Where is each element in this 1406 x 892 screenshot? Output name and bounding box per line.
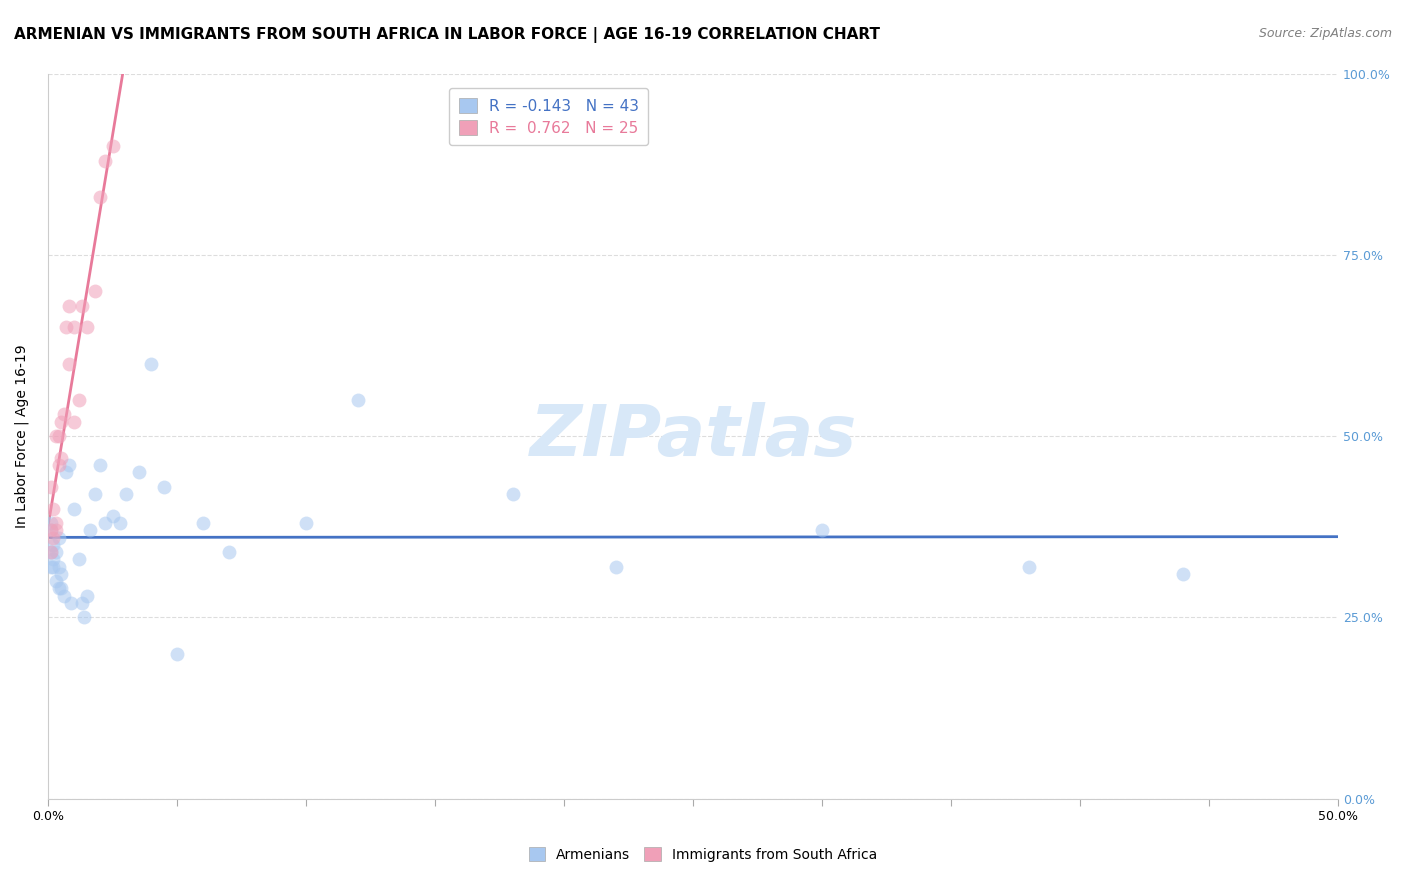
Point	[67, 552, 90, 566]
Point	[63, 501, 86, 516]
Point	[79, 524, 101, 538]
Point	[42, 538, 65, 552]
Point	[70, 299, 93, 313]
Legend: Armenians, Immigrants from South Africa: Armenians, Immigrants from South Africa	[523, 841, 883, 867]
Point	[39, 524, 62, 538]
Point	[45, 524, 67, 538]
Point	[42, 559, 65, 574]
Point	[63, 320, 86, 334]
Point	[45, 545, 67, 559]
Point	[89, 190, 111, 204]
Point	[295, 516, 318, 530]
Point	[48, 429, 70, 443]
Point	[70, 596, 93, 610]
Point	[76, 320, 98, 334]
Point	[58, 299, 80, 313]
Text: ZIPatlas: ZIPatlas	[530, 401, 856, 471]
Point	[141, 357, 163, 371]
Y-axis label: In Labor Force | Age 16-19: In Labor Force | Age 16-19	[15, 344, 30, 528]
Point	[42, 501, 65, 516]
Point	[48, 531, 70, 545]
Text: ARMENIAN VS IMMIGRANTS FROM SOUTH AFRICA IN LABOR FORCE | AGE 16-19 CORRELATION : ARMENIAN VS IMMIGRANTS FROM SOUTH AFRICA…	[14, 27, 880, 43]
Legend: R = -0.143   N = 43, R =  0.762   N = 25: R = -0.143 N = 43, R = 0.762 N = 25	[450, 88, 648, 145]
Point	[94, 153, 117, 168]
Point	[45, 516, 67, 530]
Point	[60, 596, 83, 610]
Point	[110, 516, 132, 530]
Point	[55, 466, 77, 480]
Point	[42, 552, 65, 566]
Point	[45, 574, 67, 588]
Point	[153, 480, 176, 494]
Point	[67, 392, 90, 407]
Point	[83, 284, 105, 298]
Point	[191, 516, 214, 530]
Point	[89, 458, 111, 472]
Point	[101, 139, 124, 153]
Point	[166, 647, 188, 661]
Point	[39, 545, 62, 559]
Point	[39, 516, 62, 530]
Point	[811, 524, 834, 538]
Point	[45, 429, 67, 443]
Point	[48, 582, 70, 596]
Point	[114, 487, 136, 501]
Point	[58, 458, 80, 472]
Point	[39, 545, 62, 559]
Point	[58, 357, 80, 371]
Point	[52, 589, 75, 603]
Point	[83, 487, 105, 501]
Point	[48, 559, 70, 574]
Point	[101, 508, 124, 523]
Point	[49, 415, 72, 429]
Point	[1173, 566, 1195, 581]
Point	[94, 516, 117, 530]
Point	[605, 559, 627, 574]
Point	[73, 610, 96, 624]
Point	[76, 589, 98, 603]
Text: Source: ZipAtlas.com: Source: ZipAtlas.com	[1258, 27, 1392, 40]
Point	[39, 559, 62, 574]
Point	[1018, 559, 1040, 574]
Point	[48, 458, 70, 472]
Point	[128, 466, 150, 480]
Point	[39, 524, 62, 538]
Point	[502, 487, 524, 501]
Point	[49, 450, 72, 465]
Point	[218, 545, 240, 559]
Point	[55, 320, 77, 334]
Point	[39, 480, 62, 494]
Point	[347, 392, 370, 407]
Point	[49, 582, 72, 596]
Point	[52, 408, 75, 422]
Point	[42, 531, 65, 545]
Point	[63, 415, 86, 429]
Point	[49, 566, 72, 581]
